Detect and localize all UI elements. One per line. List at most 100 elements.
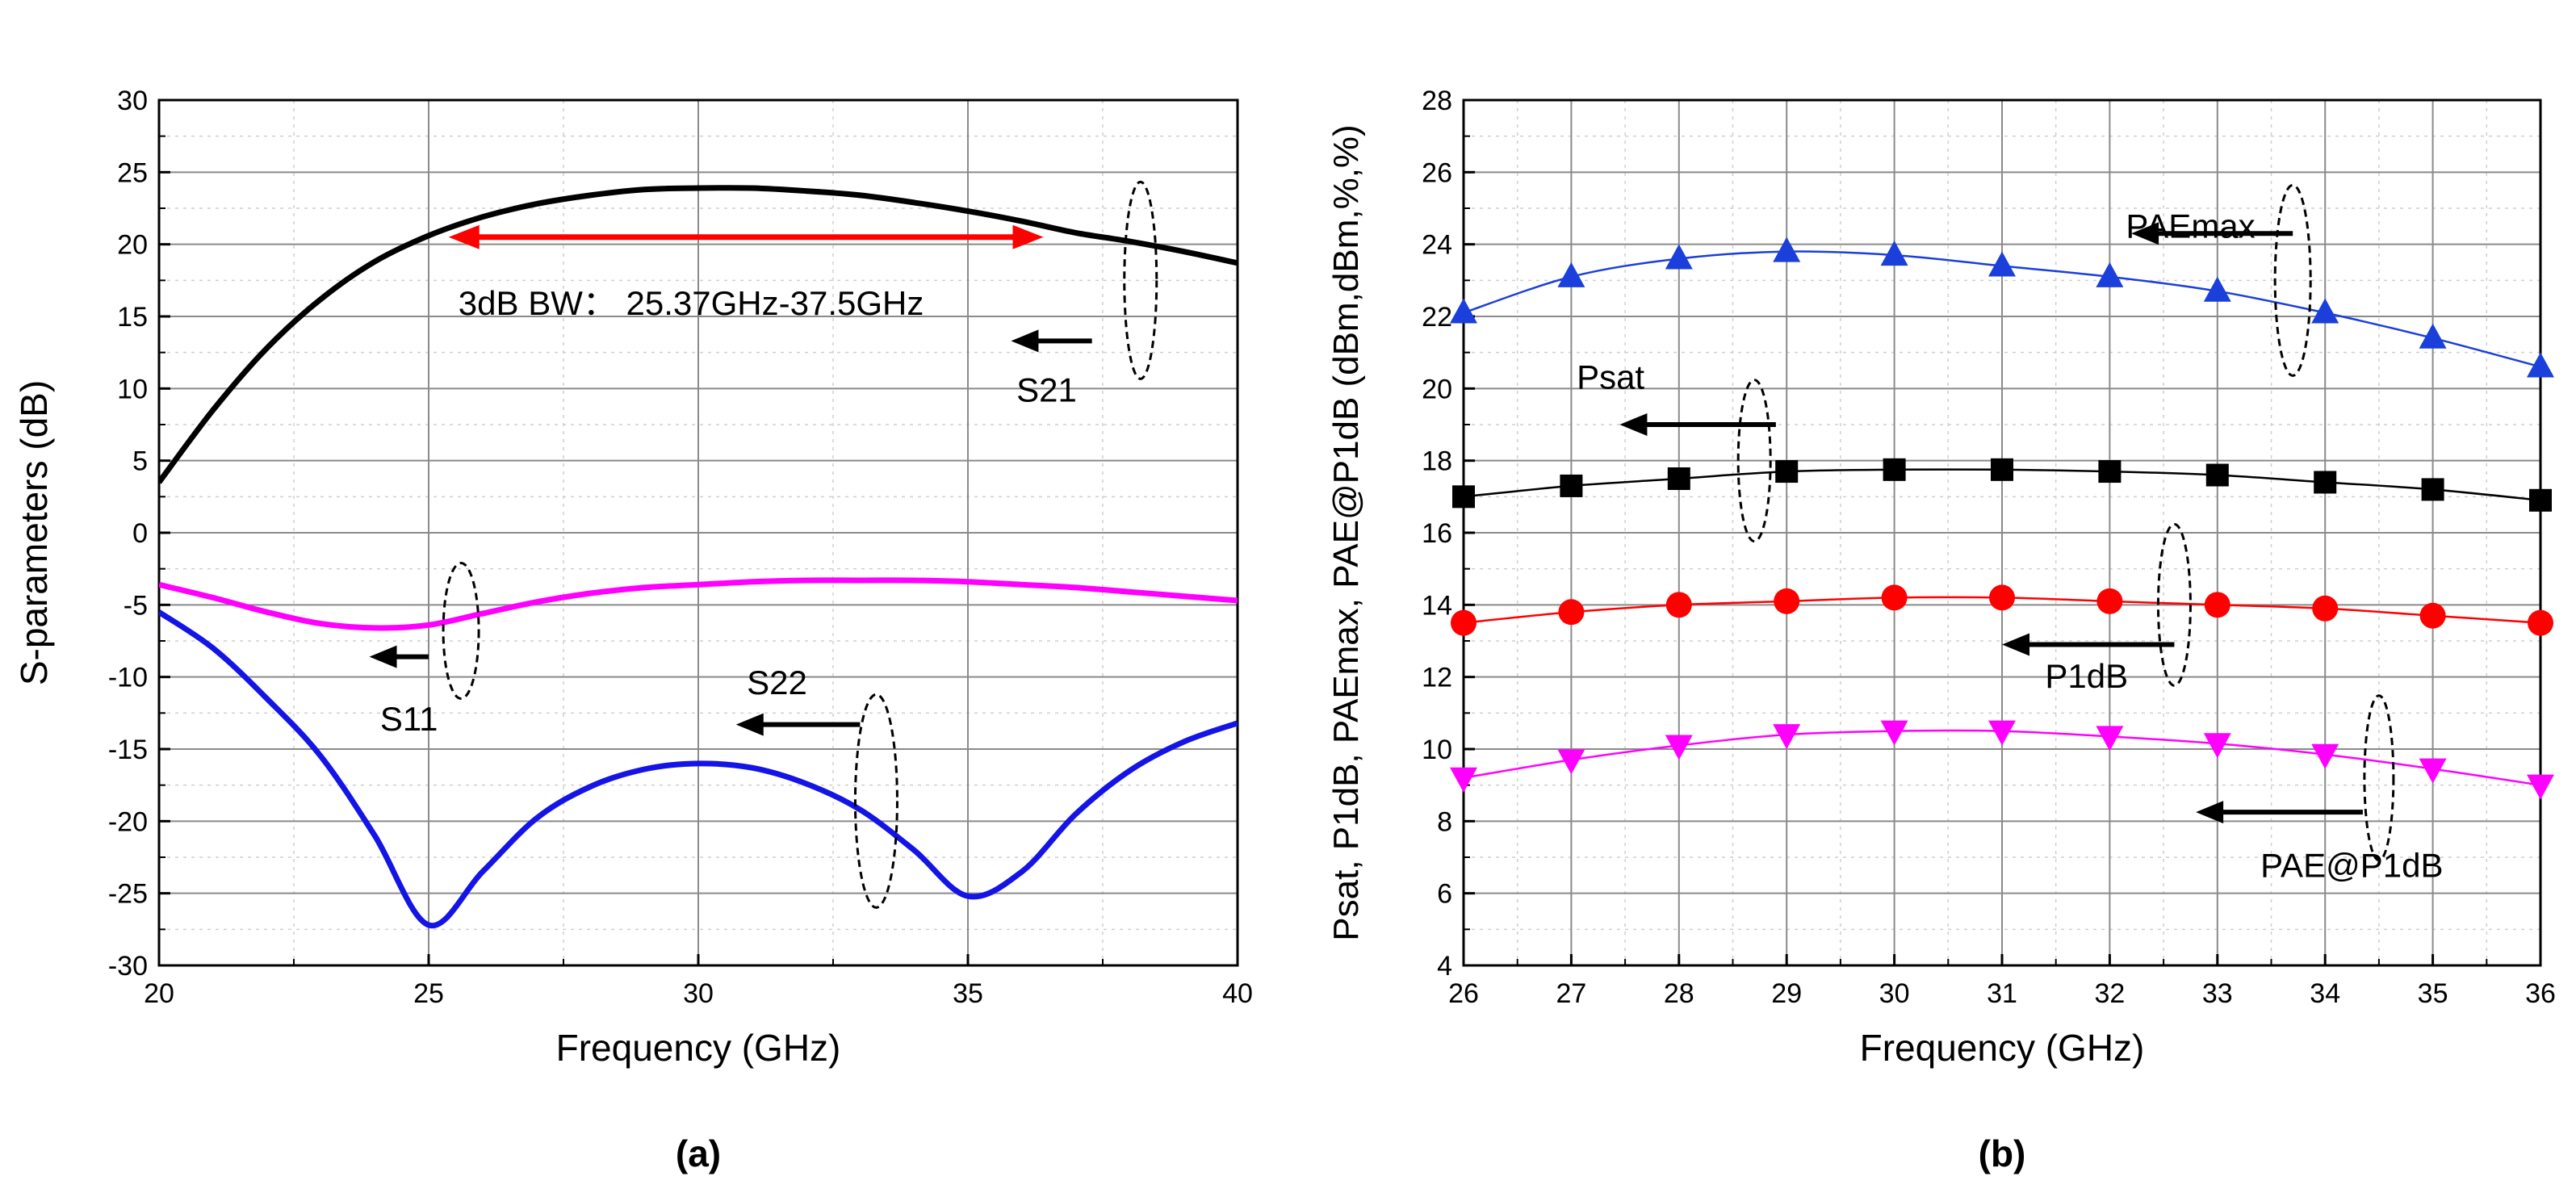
marker-psat bbox=[1560, 474, 1583, 497]
panel-label: (a) bbox=[676, 1132, 721, 1174]
x-tick-label: 33 bbox=[2202, 978, 2233, 1009]
x-tick-label: 20 bbox=[144, 978, 174, 1009]
y-tick-label: 25 bbox=[117, 157, 148, 188]
marker-paemax bbox=[2203, 276, 2231, 302]
marker-pae-p1db bbox=[1665, 735, 1693, 760]
s11-label: S11 bbox=[380, 700, 438, 738]
paemax-ellipse bbox=[2273, 183, 2312, 377]
s22-arrow bbox=[735, 713, 861, 736]
pae-p1db-arrow bbox=[2196, 801, 2363, 824]
marker-psat bbox=[1667, 467, 1690, 490]
y-tick-label: 24 bbox=[1422, 230, 1452, 261]
marker-pae-p1db bbox=[1988, 720, 2016, 746]
s11-ellipse bbox=[442, 561, 480, 700]
x-axis-title: Frequency (GHz) bbox=[556, 1027, 841, 1069]
marker-paemax bbox=[1880, 241, 1908, 266]
psat-arrow-head bbox=[1619, 413, 1648, 436]
marker-p1db bbox=[2204, 592, 2230, 618]
x-tick-label: 30 bbox=[683, 978, 714, 1009]
y-tick-label: -25 bbox=[108, 879, 148, 910]
y-tick-label: 20 bbox=[1422, 374, 1452, 404]
x-tick-label: 30 bbox=[1879, 978, 1910, 1009]
y-tick-label: 10 bbox=[117, 374, 148, 404]
y-tick-label: 26 bbox=[1422, 157, 1452, 188]
major-grid bbox=[158, 99, 1238, 966]
marker-p1db bbox=[2419, 602, 2446, 629]
marker-paemax bbox=[2311, 298, 2339, 324]
panel-b: 26 27 28 29 30 31 32 33 34 35 36 4 6 8 10 12 14 16 18 20 22 2… bbox=[1326, 86, 2556, 1174]
s21-arrow bbox=[1011, 329, 1092, 353]
x-tick-label: 34 bbox=[2310, 978, 2340, 1009]
p1db-label: P1dB bbox=[2045, 657, 2128, 695]
y-tick-label: 14 bbox=[1422, 590, 1452, 621]
y-axis-title: Psat, P1dB, PAEmax, PAE@P1dB (dBm,dBm,%,… bbox=[1326, 124, 1366, 940]
tick-labels: 26 27 28 29 30 31 32 33 34 35 36 4 6 8 10 12 14 16 18 20 22 2… bbox=[1422, 86, 2556, 1009]
series-group-a bbox=[159, 185, 1238, 929]
s21-arrow-head bbox=[1011, 329, 1039, 353]
s22-ellipse bbox=[853, 693, 898, 909]
bandwidth-arrow bbox=[448, 224, 1044, 249]
marker-p1db bbox=[2096, 588, 2123, 614]
series-line-s22 bbox=[159, 609, 1238, 929]
marker-psat bbox=[2421, 478, 2444, 501]
y-tick-label: -20 bbox=[108, 806, 148, 837]
x-tick-label: 28 bbox=[1664, 978, 1694, 1009]
psat-ellipse bbox=[1736, 379, 1772, 543]
x-tick-label: 32 bbox=[2094, 978, 2125, 1009]
marker-p1db bbox=[1774, 588, 1800, 614]
marker-psat bbox=[2529, 488, 2552, 512]
marker-paemax bbox=[1773, 237, 1801, 262]
marker-pae-p1db bbox=[1557, 749, 1585, 775]
marker-p1db bbox=[1451, 609, 1476, 636]
series-group-b bbox=[1450, 237, 2554, 800]
marker-psat bbox=[1991, 458, 2013, 481]
panel-a: 20 25 30 35 40 -30 -25 -20 -15 -10 -5 0 5 10 15 20 25 30 F… bbox=[13, 86, 1253, 1174]
y-tick-label: 6 bbox=[1437, 879, 1452, 910]
marker-psat bbox=[2314, 471, 2337, 494]
y-tick-label: 22 bbox=[1422, 302, 1452, 333]
bandwidth-arrow-left-head bbox=[448, 224, 480, 249]
x-tick-label: 35 bbox=[953, 978, 983, 1009]
y-tick-label: 12 bbox=[1422, 663, 1452, 693]
y-axis-title: S-parameters (dB) bbox=[13, 380, 55, 685]
paemax-arrow-head bbox=[2131, 222, 2159, 245]
marker-pae-p1db bbox=[2096, 726, 2124, 751]
x-tick-label: 27 bbox=[1556, 978, 1586, 1009]
marker-p1db bbox=[1558, 599, 1585, 626]
psat-arrow bbox=[1619, 413, 1776, 436]
y-tick-label: 28 bbox=[1422, 86, 1452, 116]
y-tick-label: 5 bbox=[132, 446, 148, 477]
marker-psat bbox=[1775, 460, 1799, 484]
y-tick-label: 30 bbox=[117, 86, 148, 116]
marker-psat bbox=[1883, 458, 1906, 481]
y-tick-label: -5 bbox=[124, 590, 148, 621]
y-tick-label: 20 bbox=[117, 230, 148, 261]
marker-psat bbox=[1452, 485, 1475, 509]
marker-pae-p1db bbox=[1450, 767, 1477, 793]
y-tick-label: -15 bbox=[108, 735, 148, 765]
tick-labels: 20 25 30 35 40 -30 -25 -20 -15 -10 -5 0 5 10 15 20 25 30 bbox=[108, 86, 1253, 1009]
pae-p1db-arrow-head bbox=[2196, 801, 2224, 824]
marker-pae-p1db bbox=[1773, 724, 1801, 750]
s21-ellipse bbox=[1123, 180, 1158, 380]
y-tick-label: 4 bbox=[1437, 951, 1452, 982]
marker-paemax bbox=[2527, 352, 2554, 378]
y-tick-label: 18 bbox=[1422, 446, 1452, 477]
marker-pae-p1db bbox=[2311, 743, 2339, 769]
marker-paemax bbox=[1665, 244, 1693, 270]
psat-label: Psat bbox=[1577, 358, 1644, 396]
p1db-arrow-head bbox=[2002, 633, 2029, 656]
s22-label: S22 bbox=[747, 664, 807, 701]
x-tick-label: 35 bbox=[2418, 978, 2448, 1009]
y-tick-label: 0 bbox=[132, 518, 148, 549]
y-tick-label: 16 bbox=[1422, 518, 1452, 549]
y-tick-label: -10 bbox=[108, 663, 148, 693]
marker-pae-p1db bbox=[2203, 733, 2231, 759]
plot-frame bbox=[157, 98, 1239, 967]
bandwidth-arrow-right-head bbox=[1012, 224, 1044, 249]
panel-label: (b) bbox=[1979, 1132, 2026, 1174]
pae-p1db-ellipse bbox=[2363, 694, 2395, 862]
marker-paemax bbox=[1450, 298, 1477, 324]
series-line-s21 bbox=[159, 185, 1238, 484]
